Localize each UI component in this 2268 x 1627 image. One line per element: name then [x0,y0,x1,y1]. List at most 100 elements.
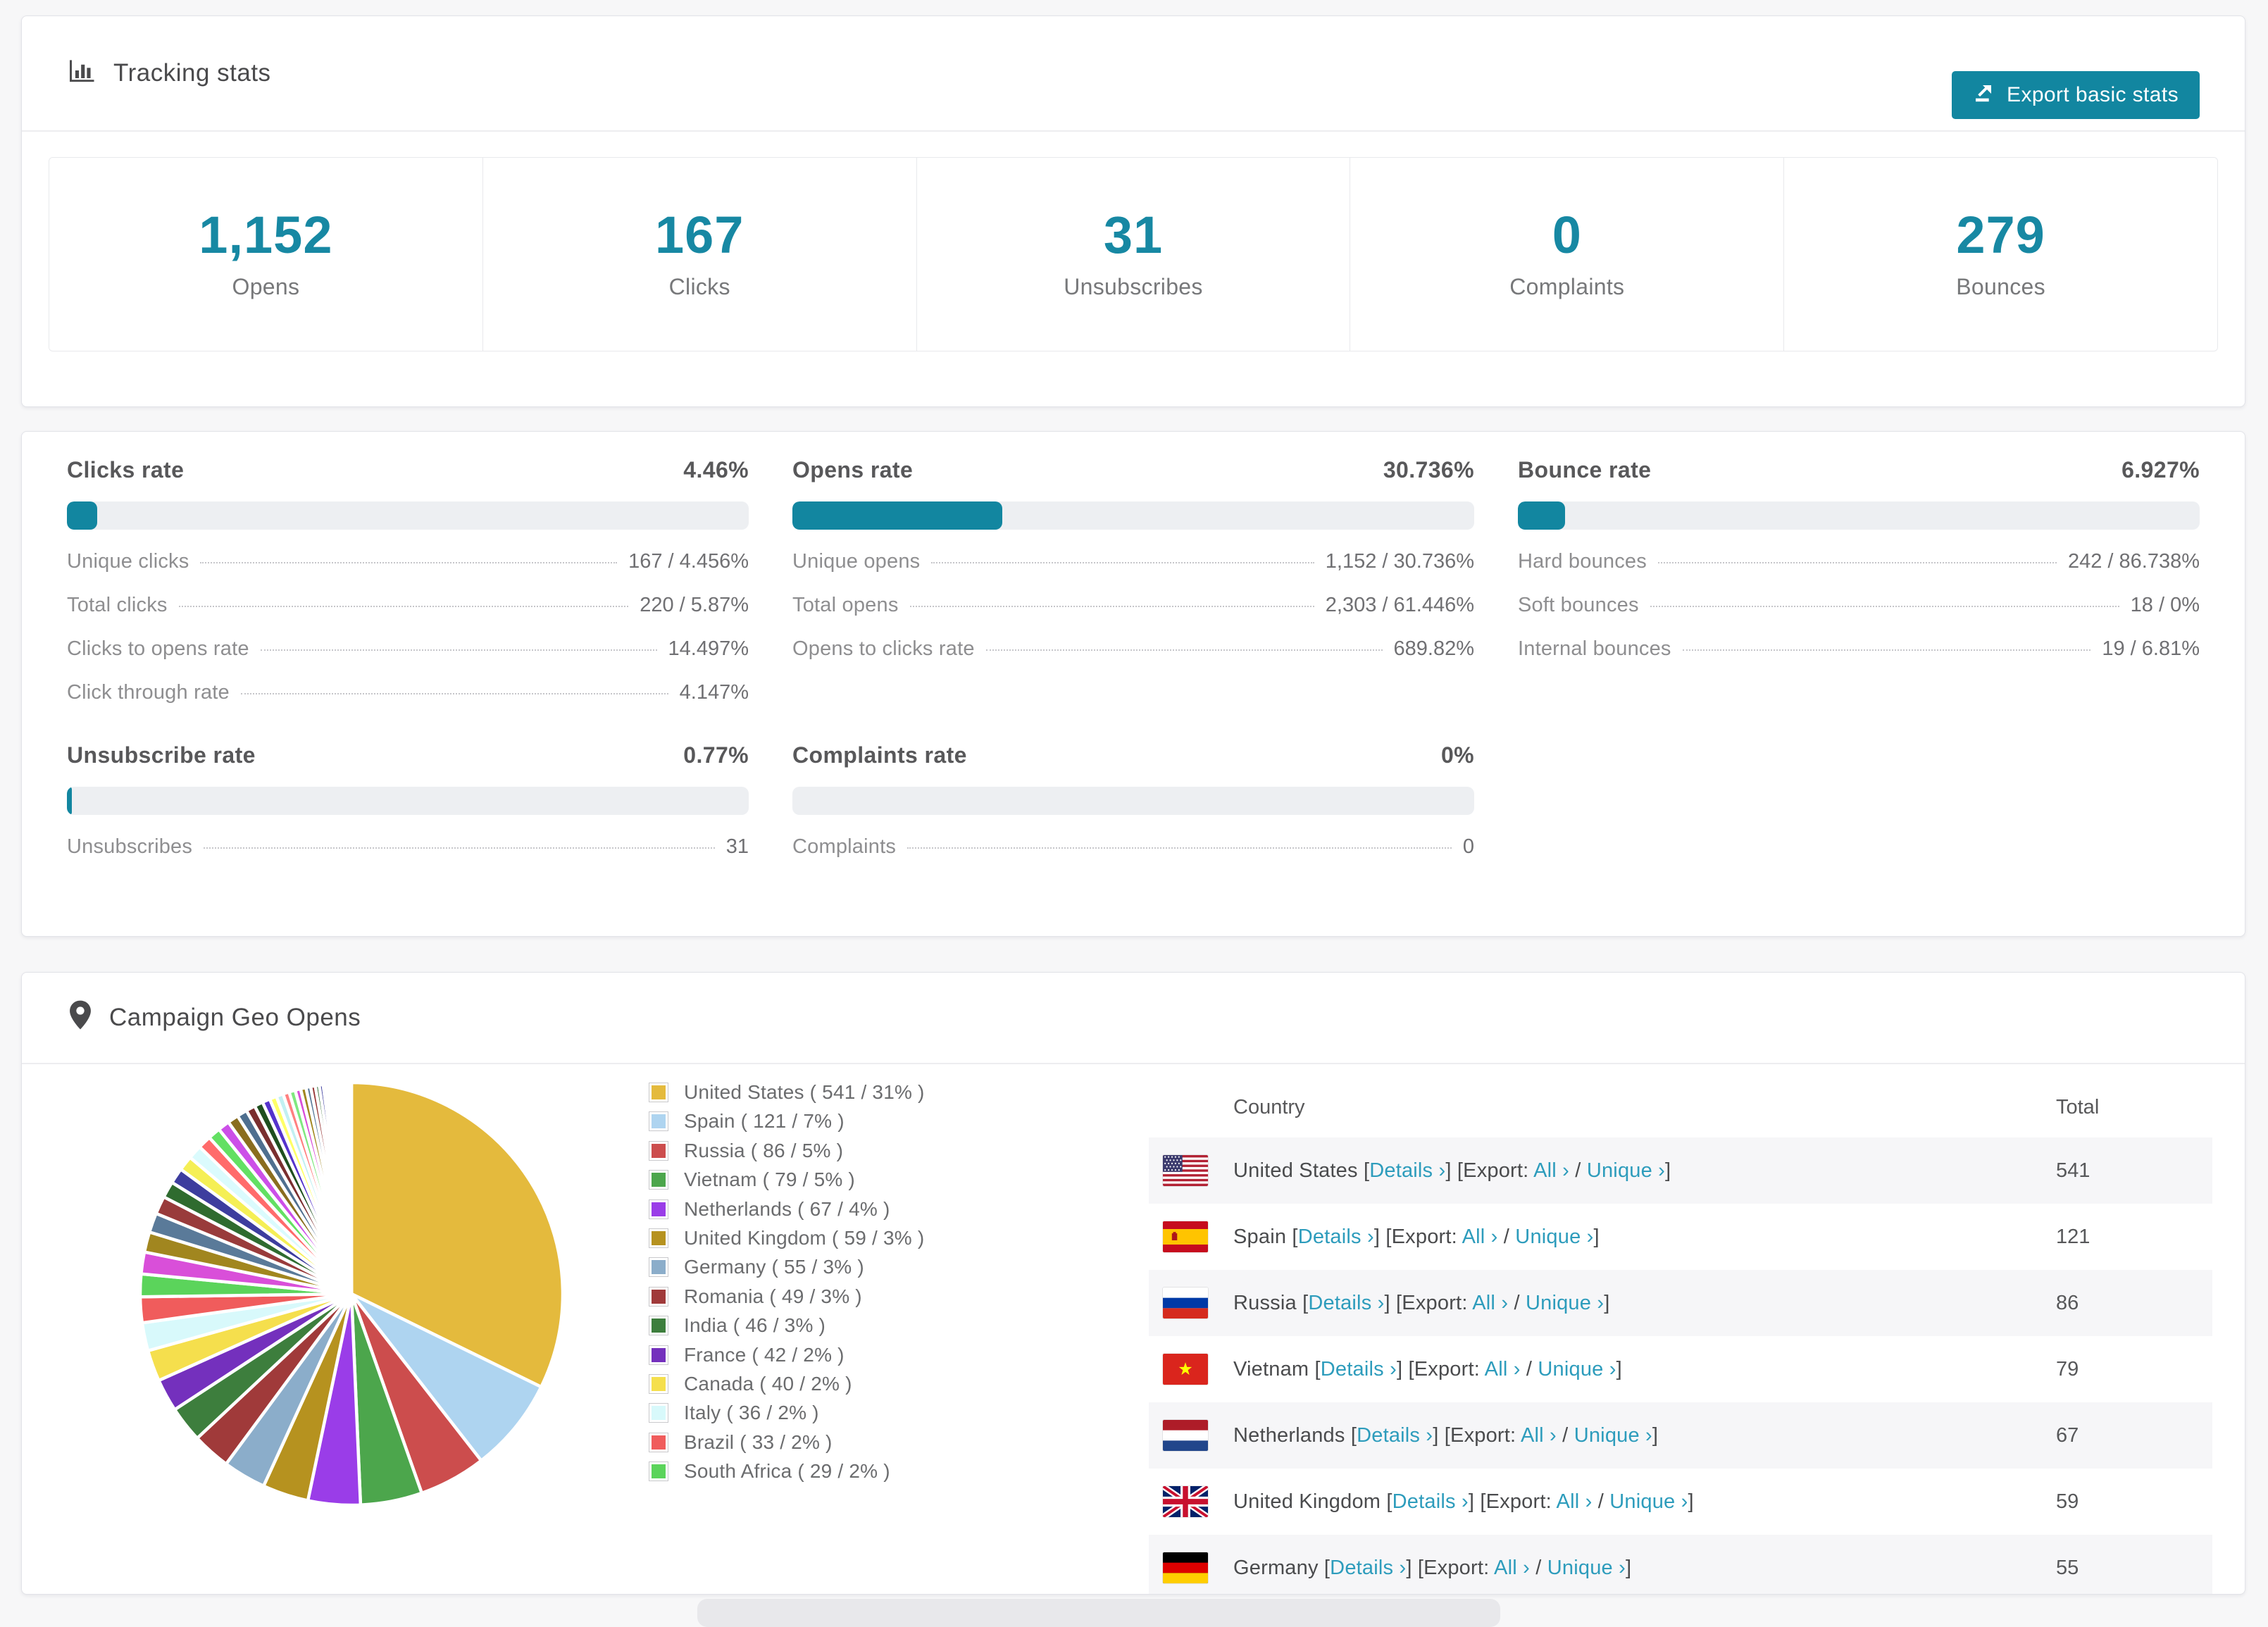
rate-row-unique-opens: Unique opens 1,152 / 30.736% [792,550,1474,573]
legend-swatch [649,1140,668,1161]
rate-head: Unsubscribe rate 0.77% [67,742,749,768]
legend-label: Spain ( 121 / 7% ) [684,1110,845,1133]
legend-label: France ( 42 / 2% ) [684,1343,845,1366]
export-unique-link[interactable]: Unique › [1515,1225,1594,1248]
progress-bar [792,501,1474,530]
rate-row-clicks-to-opens-rate: Clicks to opens rate 14.497% [67,637,749,661]
legend-item-india[interactable]: India ( 46 / 3% ) [649,1314,925,1337]
export-unique-link[interactable]: Unique › [1538,1357,1616,1380]
stat-opens: 1,152 Opens [49,158,483,351]
tracking-stats-header: Tracking stats Export basic stats [22,16,2245,132]
rate-row-label: Total opens [792,594,899,616]
export-unique-link[interactable]: Unique › [1547,1556,1626,1579]
rate-row-value: 689.82% [1393,637,1475,660]
legend-item-germany[interactable]: Germany ( 55 / 3% ) [649,1256,925,1278]
rate-row-internal-bounces: Internal bounces 19 / 6.81% [1518,637,2200,661]
details-link[interactable]: Details › [1308,1291,1385,1314]
details-link[interactable]: Details › [1369,1159,1446,1182]
rate-value: 0.77% [683,742,749,768]
details-link[interactable]: Details › [1392,1490,1469,1513]
export-unique-link[interactable]: Unique › [1609,1490,1688,1513]
rate-section-clicks-rate: Clicks rate 4.46% Unique clicks 167 / 4.456… [67,457,749,704]
export-all-link[interactable]: All › [1494,1556,1530,1579]
rate-rows: Unsubscribes 31 [67,835,749,859]
legend-swatch [649,1257,668,1278]
progress-bar-fill [1518,501,1566,530]
legend-item-vietnam[interactable]: Vietnam ( 79 / 5% ) [649,1168,925,1190]
rate-row-label: Click through rate [67,681,230,704]
legend-swatch [649,1345,668,1365]
legend-label: United States ( 541 / 31% ) [684,1081,925,1103]
pie-slice-united-states[interactable] [349,1080,565,1390]
rate-row-value: 0 [1462,835,1474,858]
export-all-link[interactable]: All › [1472,1291,1509,1314]
rate-row-label: Unsubscribes [67,835,193,858]
rate-title: Bounce rate [1518,457,1652,482]
stat-label: Clicks [668,273,730,299]
legend-item-canada[interactable]: Canada ( 40 / 2% ) [649,1372,925,1395]
bottom-cutoff-bar [697,1599,1500,1627]
details-link[interactable]: Details › [1320,1357,1397,1380]
legend-item-brazil[interactable]: Brazil ( 33 / 2% ) [649,1431,925,1453]
export-unique-link[interactable]: Unique › [1586,1159,1666,1182]
dotted-leader [909,606,1314,607]
rate-row-value: 2,303 / 61.446% [1325,594,1474,616]
dotted-leader [931,562,1314,563]
rates-card: Clicks rate 4.46% Unique clicks 167 / 4.456… [21,431,2245,937]
details-link[interactable]: Details › [1330,1556,1407,1579]
legend-label: United Kingdom ( 59 / 3% ) [684,1226,925,1249]
legend-item-united-states[interactable]: United States ( 541 / 31% ) [649,1081,925,1103]
dotted-leader [907,847,1452,849]
stat-label: Complaints [1509,273,1625,299]
progress-bar [792,787,1474,815]
legend-item-russia[interactable]: Russia ( 86 / 5% ) [649,1140,925,1161]
rate-row-value: 167 / 4.456% [628,550,749,573]
progress-bar-fill [792,501,1002,530]
rate-row-value: 19 / 6.81% [2102,637,2200,660]
export-all-link[interactable]: All › [1520,1423,1557,1447]
geo-table: Country Total United States [Details ›] … [1149,1077,2212,1594]
geo-title-wrap: Campaign Geo Opens [67,999,361,1037]
export-all-link[interactable]: All › [1484,1357,1521,1380]
details-link[interactable]: Details › [1297,1225,1374,1248]
rate-row-value: 4.147% [679,681,749,704]
rate-section-opens-rate: Opens rate 30.736% Unique opens 1,152 / 30.… [792,457,1474,704]
export-all-link[interactable]: All › [1462,1225,1498,1248]
stat-unsubscribes: 31 Unsubscribes [916,158,1351,351]
country-cell: Netherlands [Details ›] [Export: All › /… [1233,1423,1659,1447]
export-all-link[interactable]: All › [1533,1159,1570,1182]
rate-row-hard-bounces: Hard bounces 242 / 86.738% [1518,550,2200,573]
export-basic-stats-button[interactable]: Export basic stats [1952,71,2200,119]
legend-label: India ( 46 / 3% ) [684,1314,826,1337]
rate-row-label: Unique clicks [67,550,189,573]
flag-es-icon [1163,1221,1208,1252]
legend-item-spain[interactable]: Spain ( 121 / 7% ) [649,1110,925,1133]
geo-pie-chart [133,1076,570,1512]
rate-head: Clicks rate 4.46% [67,457,749,483]
stat-clicks: 167 Clicks [482,158,917,351]
export-all-link[interactable]: All › [1556,1490,1593,1513]
rate-row-value: 18 / 0% [2130,594,2200,616]
legend-item-south-africa[interactable]: South Africa ( 29 / 2% ) [649,1460,925,1482]
legend-label: Netherlands ( 67 / 4% ) [684,1197,890,1220]
stat-value: 1,152 [199,205,333,264]
export-unique-link[interactable]: Unique › [1574,1423,1652,1447]
legend-label: Canada ( 40 / 2% ) [684,1372,852,1395]
legend-item-united-kingdom[interactable]: United Kingdom ( 59 / 3% ) [649,1226,925,1249]
country-cell: United States [Details ›] [Export: All ›… [1233,1159,1671,1182]
progress-bar-fill [67,787,73,815]
legend-item-italy[interactable]: Italy ( 36 / 2% ) [649,1402,925,1423]
map-pin-icon [67,999,94,1037]
rate-row-opens-to-clicks-rate: Opens to clicks rate 689.82% [792,637,1474,661]
legend-label: Germany ( 55 / 3% ) [684,1256,864,1278]
rate-value: 4.46% [683,457,749,482]
export-unique-link[interactable]: Unique › [1525,1291,1605,1314]
pie-slice-spain[interactable] [350,1292,544,1463]
details-link[interactable]: Details › [1357,1423,1433,1447]
tracking-stats-title: Tracking stats [67,55,271,92]
legend-item-france[interactable]: France ( 42 / 2% ) [649,1343,925,1366]
export-button-label: Export basic stats [2007,83,2179,106]
legend-item-romania[interactable]: Romania ( 49 / 3% ) [649,1285,925,1307]
legend-item-netherlands[interactable]: Netherlands ( 67 / 4% ) [649,1197,925,1220]
table-row-netherlands: Netherlands [Details ›] [Export: All › /… [1149,1402,2212,1469]
